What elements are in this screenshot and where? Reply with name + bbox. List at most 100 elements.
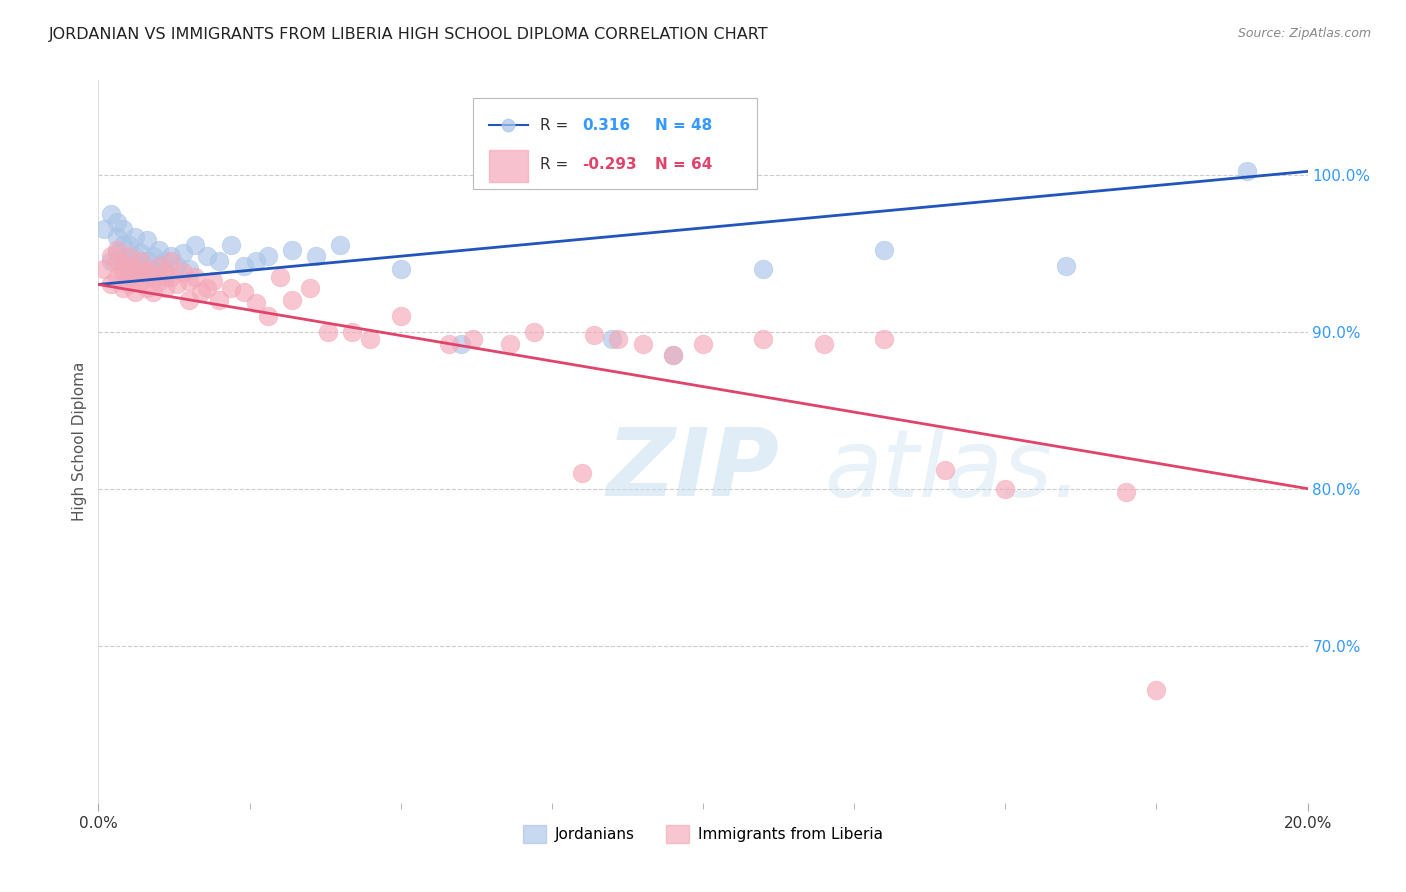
Point xyxy=(124,285,146,300)
Point xyxy=(148,259,170,273)
Point xyxy=(105,254,128,268)
Point xyxy=(184,269,207,284)
Point xyxy=(692,337,714,351)
Point xyxy=(100,249,122,263)
Point xyxy=(172,265,194,279)
Point xyxy=(813,337,835,351)
Point xyxy=(994,482,1017,496)
Point xyxy=(111,222,134,236)
Point xyxy=(160,254,183,268)
Point xyxy=(256,249,278,263)
Point xyxy=(245,296,267,310)
Point xyxy=(172,246,194,260)
Point xyxy=(498,337,520,351)
Legend: Jordanians, Immigrants from Liberia: Jordanians, Immigrants from Liberia xyxy=(517,819,889,849)
Point xyxy=(208,254,231,268)
Point xyxy=(118,254,141,268)
Point xyxy=(153,254,176,268)
Point xyxy=(202,274,225,288)
Point xyxy=(129,246,152,260)
Point xyxy=(166,277,188,292)
Point xyxy=(142,285,165,300)
Point xyxy=(105,269,128,284)
Point xyxy=(873,243,896,257)
Point xyxy=(129,254,152,268)
Point xyxy=(195,280,218,294)
Point xyxy=(148,274,170,288)
Point xyxy=(148,243,170,257)
Point xyxy=(208,293,231,308)
Point xyxy=(118,249,141,263)
Point xyxy=(873,333,896,347)
Point xyxy=(124,230,146,244)
Point xyxy=(111,265,134,279)
Point xyxy=(135,234,157,248)
Text: 0.316: 0.316 xyxy=(582,118,630,133)
Point xyxy=(232,285,254,300)
Point xyxy=(148,259,170,273)
Point xyxy=(450,337,472,351)
Point xyxy=(256,309,278,323)
Point xyxy=(153,265,176,279)
Point xyxy=(232,259,254,273)
Point xyxy=(179,261,201,276)
Text: JORDANIAN VS IMMIGRANTS FROM LIBERIA HIGH SCHOOL DIPLOMA CORRELATION CHART: JORDANIAN VS IMMIGRANTS FROM LIBERIA HIG… xyxy=(49,27,769,42)
Point xyxy=(179,293,201,308)
Y-axis label: High School Diploma: High School Diploma xyxy=(72,362,87,521)
Point xyxy=(607,333,630,347)
Point xyxy=(142,249,165,263)
Point xyxy=(437,337,460,351)
Point xyxy=(184,238,207,252)
Point xyxy=(153,269,176,284)
Point xyxy=(105,243,128,257)
Point xyxy=(135,269,157,284)
Text: ZIP: ZIP xyxy=(606,425,779,516)
FancyBboxPatch shape xyxy=(489,150,527,182)
Point xyxy=(135,280,157,294)
Point xyxy=(100,207,122,221)
Point xyxy=(342,325,364,339)
Point xyxy=(135,265,157,279)
Point xyxy=(93,261,115,276)
Point xyxy=(602,333,624,347)
Point xyxy=(221,238,243,252)
Point xyxy=(523,325,546,339)
Point xyxy=(179,274,201,288)
Point xyxy=(583,327,606,342)
Point xyxy=(661,348,683,362)
Point xyxy=(299,280,322,294)
Point xyxy=(752,333,775,347)
Point xyxy=(118,238,141,252)
Point xyxy=(389,309,412,323)
Point xyxy=(124,249,146,263)
Point xyxy=(135,254,157,268)
Point xyxy=(190,285,212,300)
Point xyxy=(631,337,654,351)
Point xyxy=(245,254,267,268)
Point xyxy=(118,277,141,292)
FancyBboxPatch shape xyxy=(474,98,758,189)
Point xyxy=(153,280,176,294)
Point xyxy=(305,249,328,263)
Point xyxy=(111,254,134,268)
Point xyxy=(160,269,183,284)
Point xyxy=(195,249,218,263)
Text: atlas.: atlas. xyxy=(824,425,1083,516)
Point xyxy=(360,333,382,347)
Point xyxy=(281,243,304,257)
Point xyxy=(389,261,412,276)
Point xyxy=(111,261,134,276)
Point xyxy=(100,277,122,292)
Text: -0.293: -0.293 xyxy=(582,157,637,172)
Point xyxy=(111,238,134,252)
Point xyxy=(463,333,485,347)
Point xyxy=(111,280,134,294)
Point xyxy=(221,280,243,294)
Point xyxy=(661,348,683,362)
Point xyxy=(129,261,152,276)
Point xyxy=(142,265,165,279)
Point xyxy=(160,249,183,263)
Point xyxy=(118,269,141,284)
Point xyxy=(105,246,128,260)
Text: R =: R = xyxy=(540,157,572,172)
